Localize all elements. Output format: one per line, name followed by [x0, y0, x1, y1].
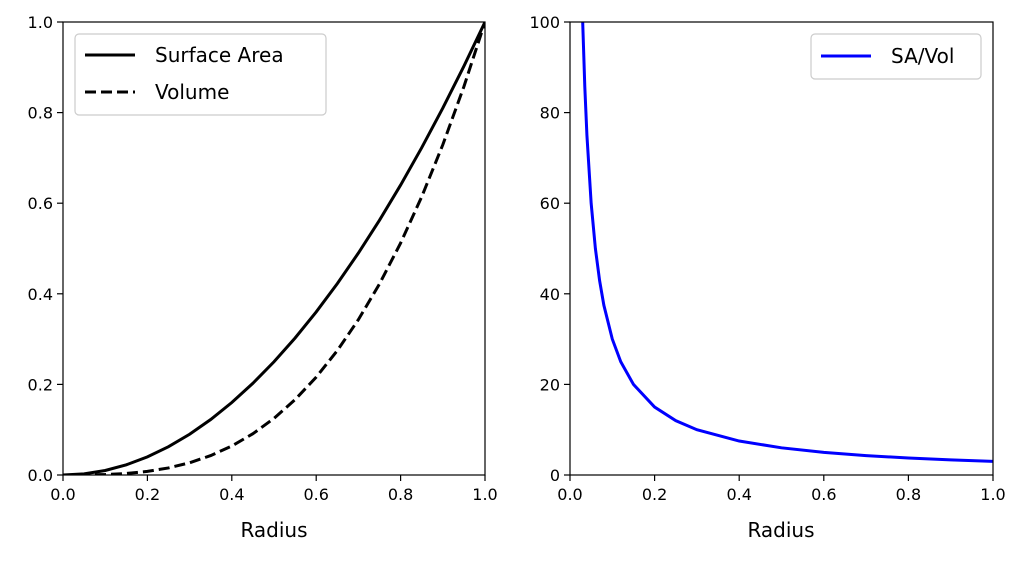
right-legend-box [810, 33, 982, 80]
right-y-tick-label: 60 [540, 194, 560, 213]
right-y-tick-label: 40 [540, 285, 560, 304]
right-x-axis-title: Radius [747, 518, 814, 542]
chart-left: 0.0 0.2 0.4 0.6 0.8 1.0 0.0 0.2 0.4 0.6 … [28, 13, 498, 542]
left-axes-frame [62, 21, 486, 476]
legend-label-volume: Volume [155, 80, 229, 104]
legend-label-surface-area: Surface Area [155, 43, 284, 67]
left-x-axis-title: Radius [240, 518, 307, 542]
right-x-tick-label: 0.8 [896, 485, 921, 504]
left-y-tick-label: 0.2 [28, 375, 53, 394]
right-legend: SA/Vol [810, 33, 982, 80]
left-x-tick-label: 0.0 [50, 485, 75, 504]
left-y-tick-label: 1.0 [28, 13, 53, 32]
right-axes-frame [569, 21, 994, 476]
right-y-tick-label: 100 [529, 13, 560, 32]
left-x-tick-label: 0.2 [135, 485, 160, 504]
right-x-tick-label: 0.2 [642, 485, 667, 504]
series-line-sa-vol [581, 22, 993, 463]
right-x-tick-label: 0.6 [811, 485, 836, 504]
left-x-tick-label: 1.0 [472, 485, 497, 504]
right-x-tick-label: 1.0 [980, 485, 1005, 504]
left-legend-box [74, 33, 327, 116]
legend-label-sa-vol: SA/Vol [891, 44, 954, 68]
series-line-surface-area [63, 22, 485, 475]
left-series-layer [63, 22, 485, 475]
left-x-tick-label: 0.6 [303, 485, 328, 504]
left-y-tick-label: 0.6 [28, 194, 53, 213]
right-y-tick-label: 80 [540, 104, 560, 123]
left-y-tick-label: 0.0 [28, 466, 53, 485]
left-x-tick-label: 0.8 [388, 485, 413, 504]
left-legend: Surface Area Volume [74, 33, 327, 116]
chart-right: 0.0 0.2 0.4 0.6 0.8 1.0 0 20 40 60 80 10… [529, 13, 1006, 542]
right-x-tick-label: 0.4 [726, 485, 751, 504]
right-y-tick-label: 0 [550, 466, 560, 485]
left-y-ticks: 0.0 0.2 0.4 0.6 0.8 1.0 [28, 13, 63, 485]
right-y-tick-label: 20 [540, 375, 560, 394]
left-y-tick-label: 0.8 [28, 104, 53, 123]
left-x-ticks: 0.0 0.2 0.4 0.6 0.8 1.0 [50, 475, 498, 504]
left-x-tick-label: 0.4 [219, 485, 244, 504]
right-series-layer [581, 22, 993, 463]
right-y-ticks: 0 20 40 60 80 100 [529, 13, 570, 485]
right-x-tick-label: 0.0 [557, 485, 582, 504]
series-line-volume [63, 22, 485, 475]
left-y-tick-label: 0.4 [28, 285, 53, 304]
right-x-ticks: 0.0 0.2 0.4 0.6 0.8 1.0 [557, 475, 1006, 504]
